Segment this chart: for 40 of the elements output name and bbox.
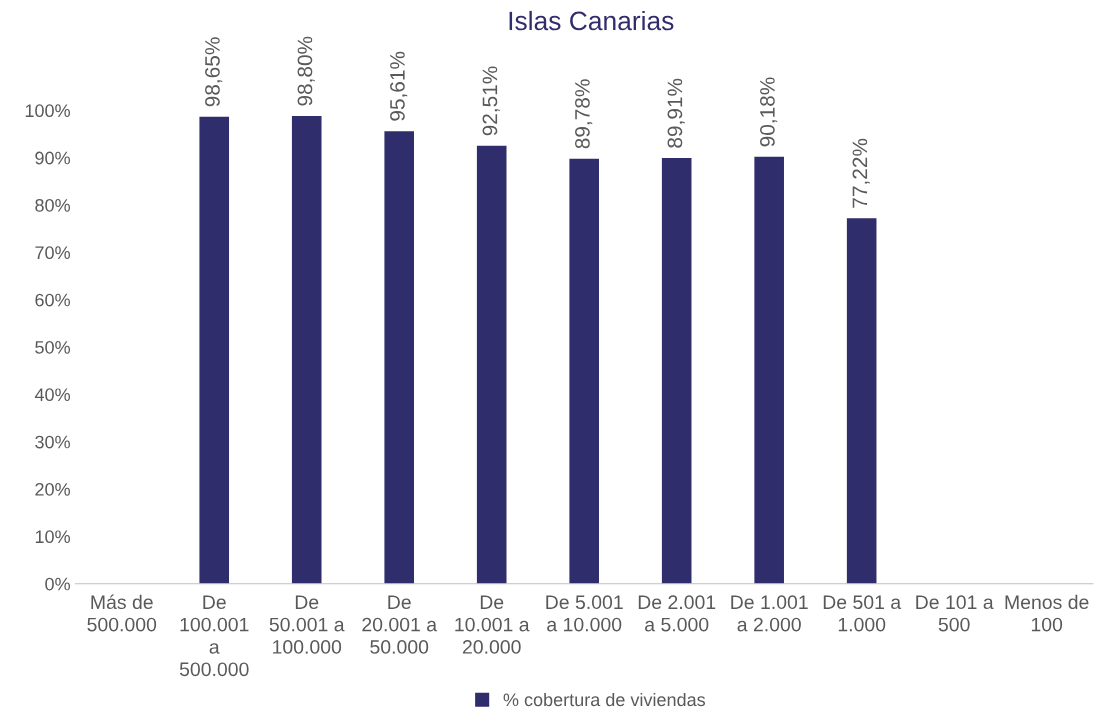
x-tick-label: De 10.001 a 20.000 [455, 595, 530, 654]
data-label: 89,91% [667, 78, 685, 148]
x-tick-label: De 1.001 a 2.000 [731, 595, 808, 632]
data-label: 92,51% [482, 66, 500, 136]
x-tick-label: De 501 a 1.000 [823, 595, 902, 632]
x-tick-label: De 100.001 a 500.000 [179, 595, 249, 677]
data-label: 98,65% [205, 37, 223, 107]
y-tick-label: 90% [35, 151, 70, 165]
x-tick-label: De 20.001 a 50.000 [362, 595, 438, 654]
chart-title: Islas Canarias [509, 10, 674, 31]
bar [661, 158, 692, 584]
y-tick-label: 80% [35, 198, 70, 212]
bar [199, 116, 230, 584]
data-label: 89,78% [575, 79, 593, 149]
bar [754, 156, 784, 584]
legend-label: % cobertura de viviendas [503, 692, 706, 707]
x-tick-label: De 5.001 a 10.000 [546, 595, 623, 632]
y-tick-label: 0% [45, 577, 70, 591]
data-label: 77,22% [852, 138, 870, 208]
bar [569, 158, 599, 584]
y-tick-label: 60% [35, 293, 70, 307]
bar [291, 116, 322, 584]
data-label: 95,61% [390, 51, 408, 121]
bar [384, 131, 415, 584]
y-tick-label: 20% [35, 482, 70, 496]
bar [846, 218, 877, 584]
x-tick-label: Menos de 100 [1005, 594, 1089, 632]
x-tick-label: Más de 500.000 [87, 594, 157, 632]
data-label: 90,18% [760, 77, 778, 147]
y-tick-label: 50% [35, 340, 70, 354]
data-label: 98,80% [297, 36, 315, 106]
x-tick-label: De 50.001 a 100.000 [269, 595, 345, 654]
y-tick-label: 40% [34, 388, 70, 402]
x-tick-label: De 101 a 500 [916, 595, 994, 632]
y-tick-label: 30% [35, 435, 70, 449]
y-tick-label: 10% [35, 530, 70, 544]
x-tick-label: De 2.001 a 5.000 [638, 595, 716, 632]
y-tick-label: 100% [25, 104, 70, 118]
bar [476, 145, 507, 584]
y-tick-label: 70% [35, 246, 70, 260]
